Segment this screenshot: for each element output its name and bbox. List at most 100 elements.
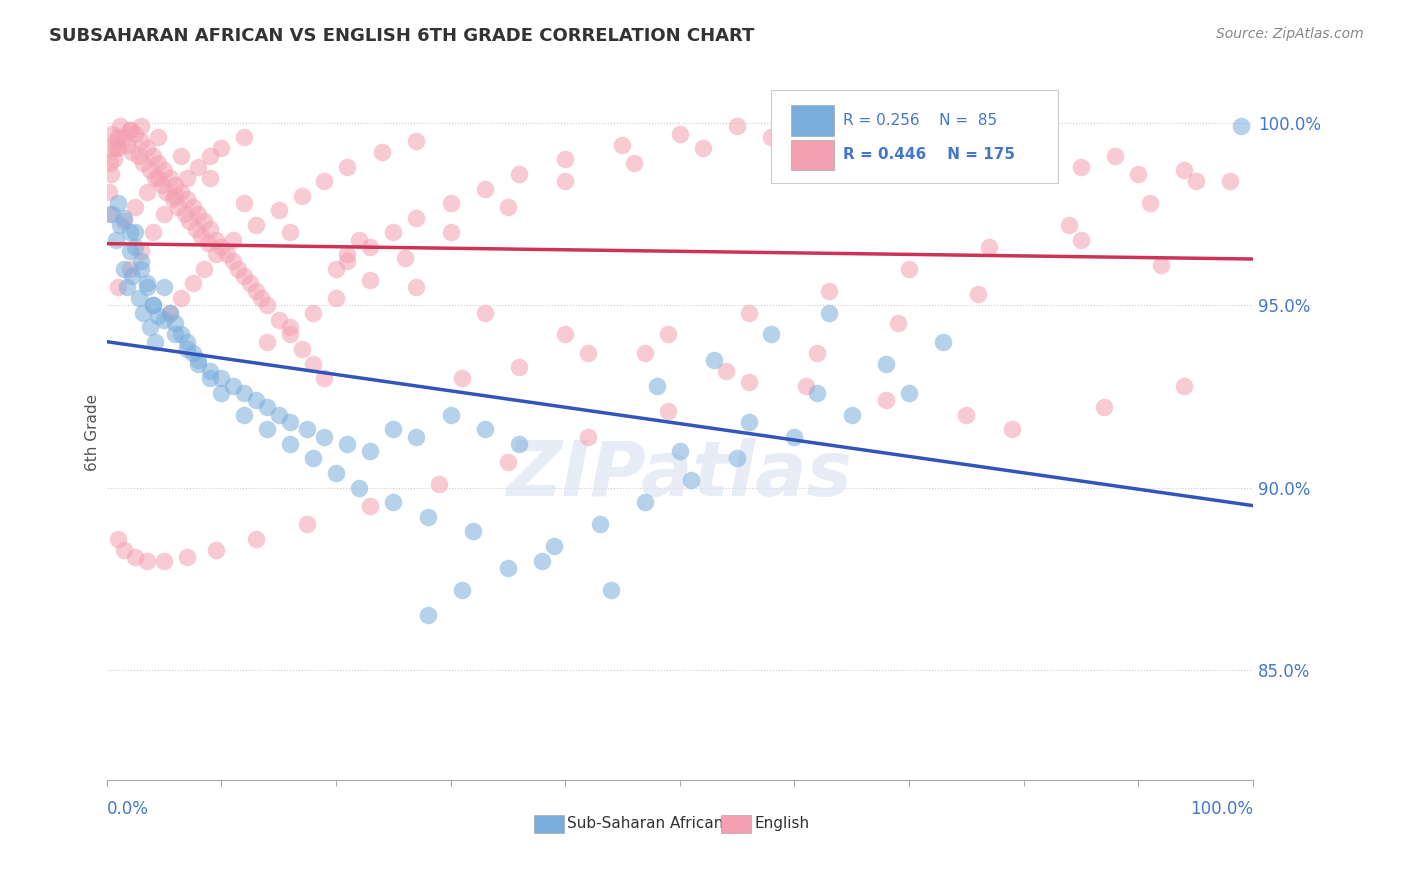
Point	[496, 200, 519, 214]
Point	[159, 305, 181, 319]
Point	[98, 156, 121, 170]
Text: Source: ZipAtlas.com: Source: ZipAtlas.com	[1216, 27, 1364, 41]
Point	[135, 280, 157, 294]
Point	[159, 170, 181, 185]
Point	[278, 225, 301, 239]
Point	[382, 422, 405, 436]
Point	[107, 196, 129, 211]
Point	[325, 291, 347, 305]
Point	[1173, 378, 1195, 392]
Point	[107, 130, 129, 145]
Point	[107, 141, 129, 155]
Point	[222, 378, 245, 392]
Point	[112, 211, 135, 225]
Point	[148, 309, 170, 323]
Point	[692, 141, 714, 155]
Point	[143, 170, 166, 185]
Point	[135, 141, 157, 155]
Point	[181, 200, 204, 214]
Text: R = 0.256    N =  85: R = 0.256 N = 85	[842, 112, 997, 128]
Point	[165, 178, 187, 192]
Point	[198, 221, 221, 235]
Point	[233, 408, 256, 422]
Point	[634, 345, 657, 359]
Point	[336, 437, 359, 451]
Point	[267, 313, 290, 327]
Point	[181, 277, 204, 291]
Point	[176, 549, 198, 564]
Point	[382, 225, 405, 239]
Point	[153, 280, 176, 294]
Point	[135, 185, 157, 199]
Point	[222, 233, 245, 247]
Point	[170, 291, 193, 305]
Point	[359, 499, 381, 513]
Point	[233, 196, 256, 211]
Point	[112, 130, 135, 145]
Point	[124, 127, 146, 141]
Point	[302, 451, 325, 466]
Point	[187, 357, 209, 371]
Point	[668, 127, 690, 141]
Point	[165, 327, 187, 342]
Point	[166, 200, 188, 214]
Point	[118, 123, 141, 137]
Point	[181, 345, 204, 359]
Y-axis label: 6th Grade: 6th Grade	[86, 394, 100, 472]
Point	[112, 542, 135, 557]
Point	[875, 357, 897, 371]
Point	[112, 214, 135, 228]
Point	[170, 327, 193, 342]
Point	[1128, 167, 1150, 181]
Point	[359, 273, 381, 287]
Point	[531, 554, 554, 568]
Point	[278, 320, 301, 334]
Point	[100, 167, 122, 181]
Point	[817, 305, 839, 319]
Point	[302, 357, 325, 371]
Point	[129, 120, 152, 134]
Point	[1230, 120, 1253, 134]
Point	[139, 163, 162, 178]
Point	[141, 298, 163, 312]
Point	[439, 408, 461, 422]
Point	[725, 451, 748, 466]
Point	[451, 582, 474, 597]
Point	[209, 141, 232, 155]
Point	[554, 174, 576, 188]
Point	[184, 221, 207, 235]
Text: Sub-Saharan Africans: Sub-Saharan Africans	[568, 816, 731, 831]
Point	[737, 415, 759, 429]
Point	[806, 385, 828, 400]
Point	[124, 240, 146, 254]
Point	[554, 153, 576, 167]
Point	[955, 408, 977, 422]
Point	[239, 277, 262, 291]
Point	[197, 236, 219, 251]
Point	[600, 582, 623, 597]
Point	[198, 170, 221, 185]
Point	[98, 207, 121, 221]
Point	[101, 141, 124, 155]
Point	[132, 305, 155, 319]
Point	[128, 291, 150, 305]
Point	[841, 408, 863, 422]
Point	[1150, 258, 1173, 272]
Point	[314, 371, 336, 385]
FancyBboxPatch shape	[792, 105, 835, 136]
Point	[135, 277, 157, 291]
Point	[148, 156, 170, 170]
Point	[112, 261, 135, 276]
Point	[347, 233, 370, 247]
Point	[153, 207, 176, 221]
Text: R = 0.446    N = 175: R = 0.446 N = 175	[842, 147, 1015, 162]
Text: ZIPatlas: ZIPatlas	[506, 437, 853, 511]
Point	[830, 123, 852, 137]
Point	[1012, 153, 1035, 167]
Point	[405, 280, 427, 294]
Point	[496, 561, 519, 575]
Point	[278, 327, 301, 342]
Point	[233, 385, 256, 400]
Point	[783, 123, 806, 137]
Point	[955, 145, 977, 159]
